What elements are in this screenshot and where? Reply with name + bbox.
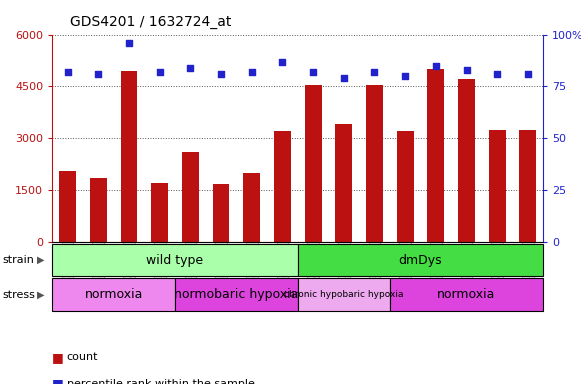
Point — [124, 40, 134, 46]
Text: ▶: ▶ — [37, 255, 44, 265]
Point — [216, 71, 225, 77]
Point — [186, 65, 195, 71]
Point — [278, 58, 287, 65]
Text: wild type: wild type — [146, 254, 203, 266]
Point — [493, 71, 502, 77]
Point — [370, 69, 379, 75]
Bar — [458, 79, 475, 242]
Text: percentile rank within the sample: percentile rank within the sample — [67, 379, 254, 384]
Bar — [304, 85, 321, 242]
Bar — [519, 130, 536, 242]
Point — [523, 71, 533, 77]
Point — [155, 69, 164, 75]
Point — [94, 71, 103, 77]
Bar — [390, 278, 543, 311]
Text: normoxia: normoxia — [84, 288, 143, 301]
Point — [63, 69, 72, 75]
Bar — [335, 124, 352, 242]
Bar — [182, 152, 199, 242]
Bar — [397, 131, 414, 242]
Bar — [121, 71, 138, 242]
Bar — [428, 69, 444, 242]
Bar — [297, 278, 390, 311]
Point — [339, 75, 349, 81]
Point — [247, 69, 256, 75]
Bar — [90, 178, 107, 242]
Bar — [59, 171, 76, 242]
Text: ■: ■ — [52, 351, 64, 364]
Bar — [489, 130, 505, 242]
Bar — [274, 131, 291, 242]
Text: ▶: ▶ — [37, 290, 44, 300]
Bar — [243, 174, 260, 242]
Text: stress: stress — [3, 290, 36, 300]
Text: GDS4201 / 1632724_at: GDS4201 / 1632724_at — [70, 15, 231, 29]
Bar — [52, 244, 297, 276]
Point — [462, 67, 471, 73]
Bar — [297, 244, 543, 276]
Point — [431, 63, 440, 69]
Text: ■: ■ — [52, 377, 64, 384]
Bar — [213, 184, 229, 242]
Text: dmDys: dmDys — [399, 254, 442, 266]
Point — [309, 69, 318, 75]
Bar — [151, 183, 168, 242]
Text: normobaric hypoxia: normobaric hypoxia — [174, 288, 299, 301]
Point — [400, 73, 410, 79]
Text: normoxia: normoxia — [437, 288, 496, 301]
Text: chronic hypobaric hypoxia: chronic hypobaric hypoxia — [284, 290, 404, 299]
Bar — [366, 85, 383, 242]
Bar — [175, 278, 297, 311]
Text: count: count — [67, 352, 98, 362]
Bar — [52, 278, 175, 311]
Text: strain: strain — [3, 255, 35, 265]
